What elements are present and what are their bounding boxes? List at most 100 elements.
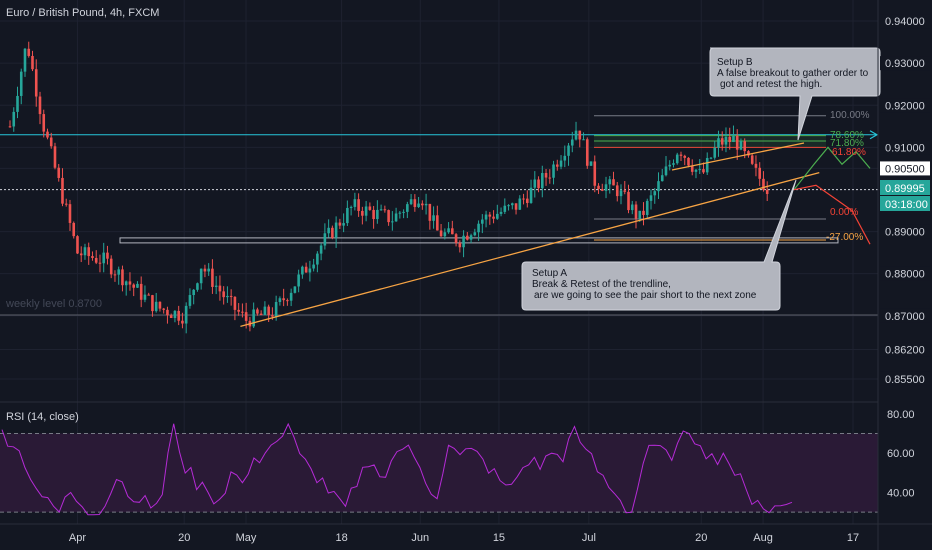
- price-axis[interactable]: 0.94000 0.93000 0.92000 0.91000 0.90500 0.890…: [880, 14, 930, 386]
- price-tick-label: 0.87000: [885, 311, 925, 323]
- time-tick-label: Apr: [69, 532, 86, 544]
- candle-body: [91, 256, 94, 258]
- candle-body: [211, 268, 214, 287]
- price-tick-bg-4: [880, 161, 930, 176]
- time-tick-label: 20: [695, 532, 707, 544]
- candle-body: [76, 236, 79, 254]
- time-tick-label: May: [236, 532, 257, 544]
- candle-body: [53, 146, 57, 168]
- candle-body: [552, 164, 555, 178]
- candle-body: [762, 178, 765, 190]
- countdown-bg: [880, 196, 930, 211]
- candle-body: [627, 191, 630, 211]
- candle-body: [42, 114, 46, 132]
- candle-body: [376, 209, 379, 220]
- candle-body: [158, 301, 162, 309]
- price-tick-label: 0.89000: [885, 227, 925, 239]
- candle-body: [68, 204, 72, 223]
- candle-body: [177, 310, 180, 321]
- price-tick-bg-5: [880, 224, 930, 239]
- candle-body: [436, 215, 439, 231]
- candle-body: [222, 291, 225, 298]
- candle-body: [379, 209, 383, 211]
- candle-body: [244, 312, 248, 321]
- candle-body: [522, 198, 525, 200]
- candle-body: [271, 315, 274, 317]
- candle-body: [604, 184, 608, 191]
- candle-body: [623, 190, 627, 192]
- candle-body: [34, 69, 38, 97]
- candle-body: [102, 252, 106, 264]
- candle-body: [241, 311, 244, 313]
- candle-body: [615, 185, 619, 197]
- candle-body: [570, 139, 574, 146]
- current-price-bg: [880, 180, 930, 195]
- candle-body: [713, 147, 717, 158]
- candle-body: [162, 308, 165, 310]
- symbol-title: Euro / British Pound, 4h, FXCM: [6, 7, 159, 19]
- candle-body: [518, 198, 522, 210]
- candle-body: [454, 234, 458, 243]
- candle-body: [169, 315, 173, 319]
- setup-a-callout[interactable]: Setup A Break & Retest of the trendline,…: [521, 179, 797, 311]
- candle-body: [702, 169, 705, 173]
- candle-body: [46, 131, 49, 138]
- time-axis[interactable]: Apr 20 May 18 Jun 15 Jul 20 Aug 17: [69, 532, 859, 544]
- setup-a-box: [521, 179, 797, 311]
- candle-body: [23, 48, 27, 72]
- candle-body: [672, 163, 675, 165]
- candle-body: [544, 173, 548, 178]
- setup-b-callout[interactable]: Setup B A false breakout to gather order…: [709, 47, 881, 141]
- time-tick-label: Jun: [411, 532, 429, 544]
- candle-body: [559, 160, 563, 167]
- candle-body: [274, 302, 278, 317]
- candle-body: [690, 165, 694, 172]
- candle-body: [657, 181, 660, 192]
- setup-b-box: [709, 47, 881, 141]
- candle-body: [27, 48, 31, 56]
- candle-body: [765, 189, 769, 194]
- candle-body: [447, 228, 450, 233]
- candle-body: [327, 227, 330, 234]
- candle-body: [630, 204, 634, 211]
- candle-body: [709, 157, 713, 159]
- candle-body: [361, 210, 364, 216]
- candle-body: [574, 130, 578, 140]
- candle-body: [619, 190, 623, 197]
- candle-body: [394, 213, 398, 222]
- candle-body: [83, 247, 87, 256]
- candle-body: [387, 210, 390, 223]
- price-tick-bg-2: [880, 98, 930, 113]
- candle-body: [117, 269, 121, 275]
- candle-body: [653, 191, 657, 196]
- candle-body: [19, 71, 23, 96]
- candle-body: [525, 198, 529, 203]
- candle-body: [638, 210, 642, 219]
- candle-body: [196, 283, 199, 290]
- price-tick-bg-0: [880, 14, 930, 29]
- candle-body: [207, 268, 210, 272]
- rsi-axis[interactable]: 80.00 60.00 40.00: [887, 409, 915, 500]
- price-tick-bg-3: [880, 140, 930, 155]
- candle-body: [578, 130, 582, 140]
- candle-body: [694, 169, 698, 172]
- candle-body: [720, 138, 724, 145]
- candle-body: [282, 298, 285, 301]
- candle-body: [173, 310, 177, 319]
- current-price-tag: 0.89995 03:18:00: [880, 180, 930, 211]
- price-tick-bg-1: [880, 56, 930, 71]
- candle-body: [136, 283, 139, 288]
- candle-body: [739, 141, 743, 150]
- candle-body: [683, 155, 687, 158]
- candle-body: [747, 151, 750, 156]
- candle-body: [87, 247, 91, 257]
- candle-body: [334, 222, 338, 238]
- candle-body: [316, 253, 319, 265]
- candle-body: [353, 199, 357, 207]
- candle-body: [612, 179, 615, 186]
- candle-body: [687, 157, 690, 166]
- candle-body: [203, 268, 207, 272]
- candle-body: [106, 252, 109, 259]
- candle-body: [256, 309, 259, 314]
